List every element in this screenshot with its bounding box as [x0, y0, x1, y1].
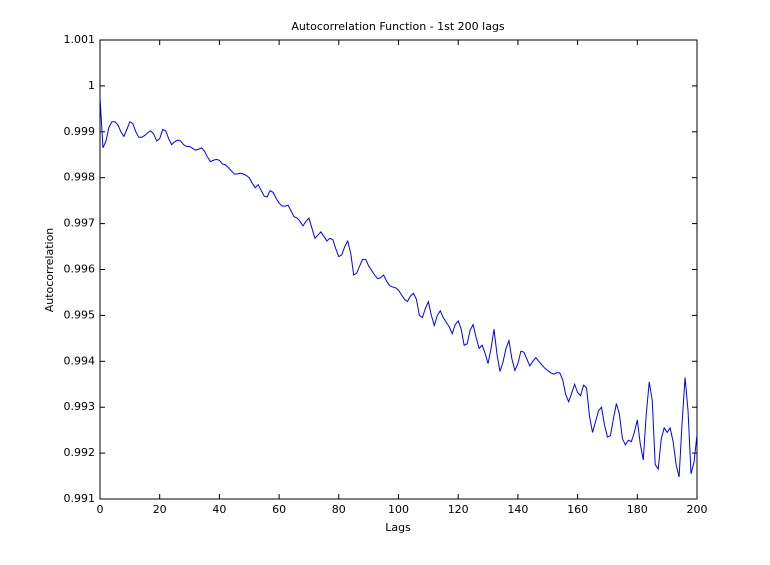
x-tick-label: 40: [212, 503, 226, 516]
x-tick-label: 0: [97, 503, 104, 516]
x-tick-label: 120: [448, 503, 469, 516]
x-tick-label: 160: [567, 503, 588, 516]
y-tick-label: 0.996: [64, 263, 96, 276]
data-line: [99, 97, 698, 478]
y-tick-label: 1.001: [64, 33, 96, 46]
y-tick-label: 0.997: [64, 217, 96, 230]
y-tick-label: 0.995: [64, 308, 96, 321]
y-tick-label: 0.993: [64, 400, 96, 413]
y-tick-label: 0.999: [64, 125, 96, 138]
x-tick-label: 200: [687, 503, 708, 516]
y-tick-label: 0.991: [64, 492, 96, 505]
y-tick-label: 0.998: [64, 171, 96, 184]
y-tick-label: 0.992: [64, 446, 96, 459]
x-tick-label: 180: [627, 503, 648, 516]
y-axis-label: Autocorrelation: [43, 228, 56, 313]
y-tick-label: 1: [88, 79, 95, 92]
x-tick-label: 140: [507, 503, 528, 516]
plot-area: [99, 39, 698, 500]
x-tick-label: 100: [388, 503, 409, 516]
x-tick-label: 80: [332, 503, 346, 516]
x-tick-label: 20: [153, 503, 167, 516]
x-axis-label: Lags: [385, 521, 411, 534]
x-tick-label: 60: [272, 503, 286, 516]
y-tick-label: 0.994: [64, 354, 96, 367]
chart-title: Autocorrelation Function - 1st 200 lags: [291, 20, 505, 33]
